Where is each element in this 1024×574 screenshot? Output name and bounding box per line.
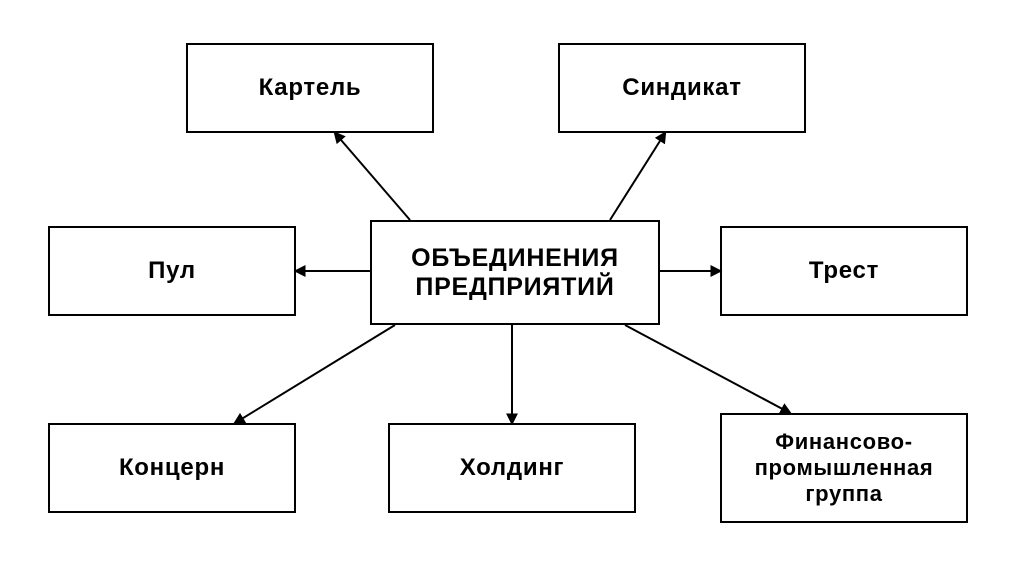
node-holding-label: Холдинг xyxy=(460,454,565,482)
node-concern-label: Концерн xyxy=(119,454,225,482)
node-concern: Концерн xyxy=(48,423,296,513)
node-syndicate: Синдикат xyxy=(558,43,806,133)
node-center: ОБЪЕДИНЕНИЯ ПРЕДПРИЯТИЙ xyxy=(370,220,660,325)
node-trust-label: Трест xyxy=(809,257,879,285)
edge-6 xyxy=(625,325,790,413)
node-pool: Пул xyxy=(48,226,296,316)
node-fpg-label: Финансово- промышленная группа xyxy=(755,429,934,507)
edge-0 xyxy=(335,133,410,220)
node-trust: Трест xyxy=(720,226,968,316)
edge-4 xyxy=(235,325,395,423)
node-center-label: ОБЪЕДИНЕНИЯ ПРЕДПРИЯТИЙ xyxy=(411,244,619,302)
node-fpg: Финансово- промышленная группа xyxy=(720,413,968,523)
node-cartel: Картель xyxy=(186,43,434,133)
node-syndicate-label: Синдикат xyxy=(622,74,741,102)
node-pool-label: Пул xyxy=(148,257,196,285)
diagram-canvas: ОБЪЕДИНЕНИЯ ПРЕДПРИЯТИЙ Картель Синдикат Пу… xyxy=(0,0,1024,574)
node-holding: Холдинг xyxy=(388,423,636,513)
node-cartel-label: Картель xyxy=(259,74,362,102)
edge-1 xyxy=(610,133,665,220)
